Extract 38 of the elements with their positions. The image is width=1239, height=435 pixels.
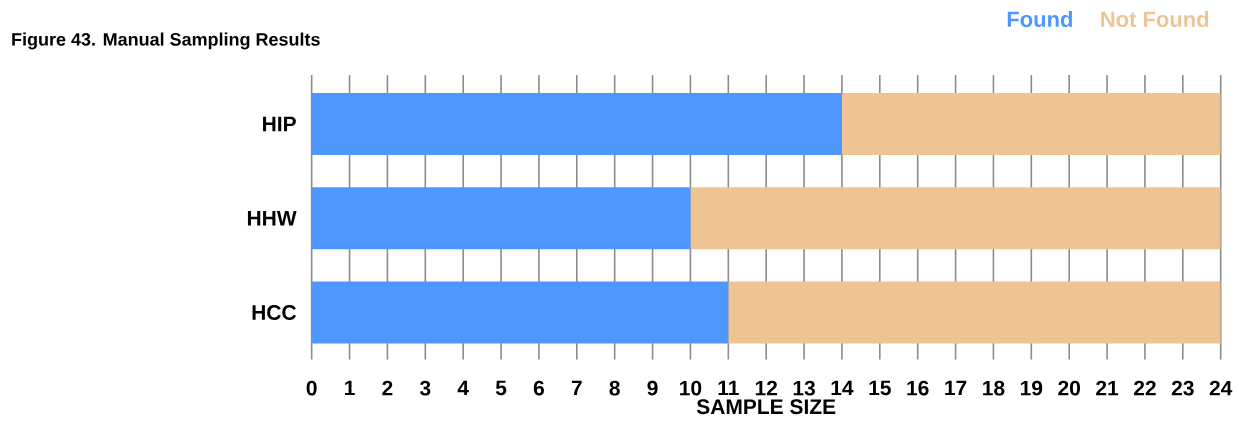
x-tick-label: 12 bbox=[755, 380, 777, 396]
x-tick-label: 21 bbox=[1096, 380, 1119, 396]
x-tick-label: 1 bbox=[345, 380, 355, 396]
x-tick-label: 11 bbox=[718, 380, 739, 396]
y-tick-label: HHW bbox=[247, 211, 297, 226]
bar bbox=[728, 281, 1221, 344]
x-tick-label: 0 bbox=[306, 380, 317, 396]
bar bbox=[841, 93, 1221, 156]
x-tick-label: 2 bbox=[382, 380, 393, 396]
text: Figure 43. Manual Sampling Results bbox=[12, 32, 320, 50]
x-tick-label: 9 bbox=[647, 380, 658, 396]
x-tick-label: 24 bbox=[1209, 380, 1233, 396]
x-tick-label: 23 bbox=[1171, 380, 1194, 396]
x-tick-label: 3 bbox=[419, 380, 431, 396]
x-tick-label: 15 bbox=[869, 380, 891, 396]
bar bbox=[690, 187, 1221, 250]
x-tick-label: 10 bbox=[680, 380, 702, 396]
x-tick-label: 5 bbox=[495, 380, 507, 396]
x-axis-title: SAMPLE SIZE bbox=[696, 399, 836, 415]
text: Not Found bbox=[1101, 11, 1209, 28]
x-tick-label: 17 bbox=[945, 380, 967, 396]
y-tick-label: HCC bbox=[252, 305, 297, 321]
bar bbox=[311, 93, 842, 156]
x-tick-label: 22 bbox=[1133, 380, 1156, 396]
text: Found bbox=[1007, 11, 1072, 28]
x-tick-label: 18 bbox=[983, 380, 1005, 396]
x-tick-label: 19 bbox=[1020, 380, 1043, 396]
y-tick-label: HIP bbox=[263, 116, 296, 132]
bar bbox=[311, 281, 729, 344]
bar bbox=[311, 187, 691, 250]
x-tick-label: 20 bbox=[1058, 380, 1080, 396]
x-tick-label: 6 bbox=[533, 380, 544, 396]
x-tick-label: 14 bbox=[831, 380, 854, 396]
x-tick-label: 8 bbox=[609, 380, 620, 396]
x-tick-label: 16 bbox=[907, 380, 929, 396]
x-tick-label: 13 bbox=[793, 380, 815, 396]
x-tick-label: 7 bbox=[571, 380, 582, 396]
x-tick-label: 4 bbox=[457, 380, 469, 396]
